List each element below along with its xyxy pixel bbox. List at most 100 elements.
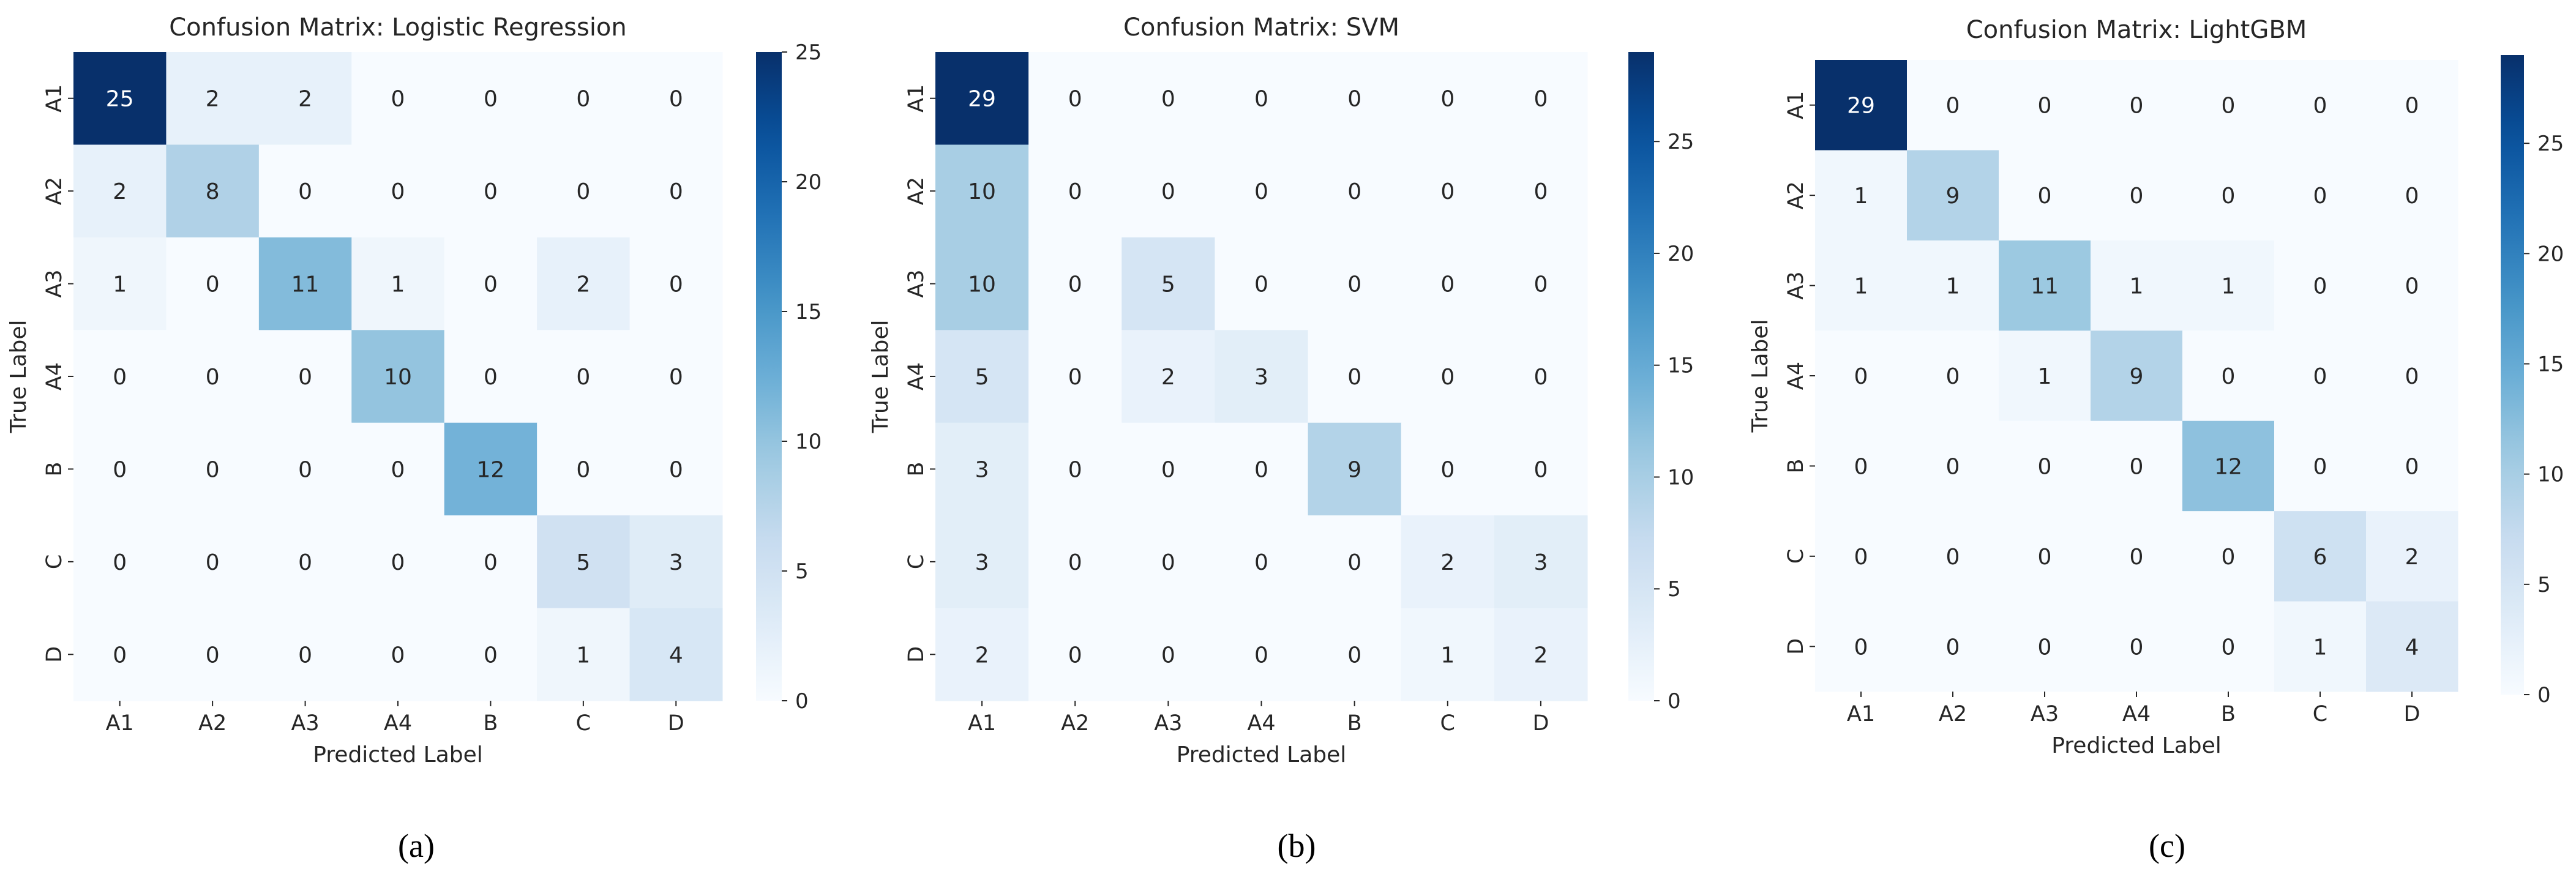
heatmap-cell bbox=[537, 608, 631, 701]
heatmap-cell bbox=[1494, 330, 1588, 424]
cell-value-label: 0 bbox=[1161, 550, 1175, 575]
heatmap-cell bbox=[629, 330, 723, 424]
colorbar-tick-label: 10 bbox=[2537, 463, 2564, 487]
x-tick-label: A2 bbox=[198, 711, 227, 736]
heatmap-cell bbox=[444, 608, 537, 701]
colorbar-tick-label: 0 bbox=[795, 689, 809, 714]
cell-value-label: 0 bbox=[669, 365, 683, 390]
cell-value-label: 0 bbox=[1854, 545, 1868, 570]
heatmap-cell bbox=[1308, 52, 1402, 145]
cell-value-label: 1 bbox=[576, 643, 590, 668]
cell-value-label: 0 bbox=[484, 179, 498, 204]
cell-value-label: 0 bbox=[391, 550, 405, 575]
cell-value-label: 2 bbox=[113, 179, 127, 204]
colorbar-tick-label: 20 bbox=[1668, 242, 1694, 266]
cell-value-label: 0 bbox=[484, 272, 498, 297]
cell-value-label: 10 bbox=[968, 272, 996, 297]
cell-value-label: 0 bbox=[2038, 635, 2052, 660]
heatmap-cell bbox=[1494, 422, 1588, 516]
heatmap-cell bbox=[351, 422, 445, 516]
cell-value-label: 0 bbox=[2038, 454, 2052, 479]
cell-value-label: 3 bbox=[975, 550, 989, 575]
cell-value-label: 5 bbox=[1161, 272, 1175, 297]
y-tick-label: A4 bbox=[42, 362, 67, 390]
cell-value-label: 1 bbox=[1440, 643, 1455, 668]
cell-value-label: 0 bbox=[2130, 94, 2144, 119]
cell-value-label: 3 bbox=[1533, 550, 1548, 575]
heatmap-cell bbox=[1907, 240, 1999, 331]
heatmap-cell bbox=[935, 515, 1029, 609]
cell-value-label: 0 bbox=[391, 87, 405, 112]
cell-value-label: 0 bbox=[1946, 635, 1960, 660]
heatmap-cell bbox=[1215, 608, 1309, 701]
cell-value-label: 10 bbox=[384, 365, 412, 390]
x-axis-label: Predicted Label bbox=[1177, 742, 1347, 767]
x-tick-label: A4 bbox=[2122, 702, 2151, 726]
cell-value-label: 0 bbox=[2038, 94, 2052, 119]
y-tick-label: D bbox=[904, 646, 929, 663]
heatmap-cell bbox=[935, 237, 1029, 330]
colorbar-tick-label: 0 bbox=[1668, 689, 1681, 714]
heatmap-cell bbox=[1028, 52, 1122, 145]
cell-value-label: 9 bbox=[1946, 184, 1960, 209]
heatmap-cell bbox=[2182, 60, 2275, 151]
heatmap-cell bbox=[629, 515, 723, 609]
cell-value-label: 0 bbox=[113, 550, 127, 575]
cell-value-label: 0 bbox=[2313, 274, 2327, 299]
x-tick-label: A1 bbox=[1847, 702, 1875, 726]
heatmap-cell bbox=[258, 515, 352, 609]
cell-value-label: 0 bbox=[1347, 643, 1361, 668]
heatmap-cell bbox=[629, 608, 723, 701]
cell-value-label: 0 bbox=[2313, 184, 2327, 209]
x-tick-label: A1 bbox=[106, 711, 134, 736]
x-tick-label: D bbox=[2404, 702, 2421, 726]
heatmap-cell bbox=[166, 237, 260, 330]
heatmap-cell bbox=[935, 52, 1029, 145]
cell-value-label: 29 bbox=[968, 87, 996, 112]
cell-value-label: 0 bbox=[113, 643, 127, 668]
cell-value-label: 0 bbox=[1533, 457, 1548, 482]
colorbar-tick-label: 10 bbox=[795, 430, 822, 454]
heatmap-cell bbox=[73, 422, 167, 516]
colorbar-tick-label: 0 bbox=[2537, 683, 2551, 707]
heatmap-cell bbox=[166, 422, 260, 516]
heatmap-cell bbox=[2091, 330, 2183, 422]
cell-value-label: 0 bbox=[113, 365, 127, 390]
cell-value-label: 8 bbox=[206, 179, 220, 204]
cell-value-label: 1 bbox=[1854, 274, 1868, 299]
cell-value-label: 29 bbox=[1847, 94, 1875, 119]
heatmap-cell bbox=[629, 237, 723, 330]
cell-value-label: 0 bbox=[1440, 457, 1455, 482]
heatmap-cell bbox=[1494, 52, 1588, 145]
cell-value-label: 11 bbox=[291, 272, 320, 297]
heatmap-cell bbox=[1215, 422, 1309, 516]
heatmap-cell bbox=[1907, 330, 1999, 422]
cell-value-label: 0 bbox=[2130, 635, 2144, 660]
cell-value-label: 0 bbox=[2405, 274, 2419, 299]
heatmap-cell bbox=[935, 422, 1029, 516]
cell-value-label: 0 bbox=[1161, 643, 1175, 668]
cell-value-label: 0 bbox=[1347, 550, 1361, 575]
colorbar-tick-label: 15 bbox=[1668, 354, 1694, 378]
heatmap-cell bbox=[1028, 237, 1122, 330]
cell-value-label: 0 bbox=[1347, 365, 1361, 390]
cell-value-label: 2 bbox=[975, 643, 989, 668]
heatmap-cell bbox=[1215, 515, 1309, 609]
heatmap-cell bbox=[444, 422, 537, 516]
x-tick-label: A4 bbox=[1247, 711, 1275, 736]
cell-value-label: 1 bbox=[2313, 635, 2327, 660]
y-tick-label: A2 bbox=[1784, 181, 1808, 209]
y-axis-label: True Label bbox=[868, 319, 893, 433]
cell-value-label: 0 bbox=[1161, 457, 1175, 482]
heatmap-cell bbox=[2182, 420, 2275, 512]
y-axis-label: True Label bbox=[6, 319, 31, 433]
x-tick-label: A3 bbox=[1154, 711, 1182, 736]
heatmap-cell bbox=[2091, 601, 2183, 692]
cell-value-label: 0 bbox=[1946, 454, 1960, 479]
colorbar-tick-label: 20 bbox=[795, 170, 822, 195]
y-tick-label: A2 bbox=[42, 177, 67, 205]
colorbar bbox=[1628, 52, 1654, 701]
heatmap-cell bbox=[2274, 150, 2367, 241]
cell-value-label: 0 bbox=[206, 550, 220, 575]
heatmap-cell bbox=[351, 330, 445, 424]
